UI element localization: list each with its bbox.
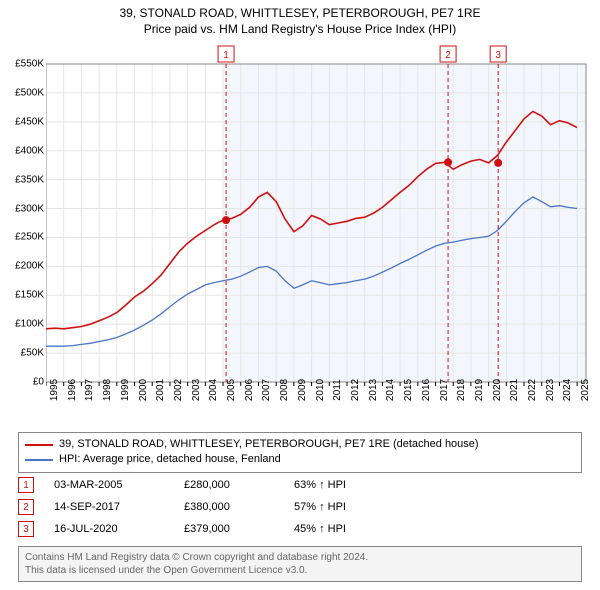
- y-tick-label: £550K: [15, 59, 44, 70]
- marker-pct-3: 45% ↑ HPI: [294, 523, 384, 535]
- marker-date-2: 14-SEP-2017: [54, 501, 164, 513]
- legend-row-hpi: HPI: Average price, detached house, Fenl…: [25, 452, 575, 467]
- y-tick-label: £250K: [15, 232, 44, 243]
- x-tick-label: 2022: [527, 379, 538, 401]
- x-tick-label: 2007: [261, 379, 272, 401]
- attribution-line1: Contains HM Land Registry data © Crown c…: [25, 551, 575, 564]
- x-tick-label: 2017: [439, 379, 450, 401]
- legend-label-property: 39, STONALD ROAD, WHITTLESEY, PETERBOROU…: [59, 437, 479, 452]
- marker-badge-2: 2: [18, 499, 34, 515]
- x-tick-label: 2014: [385, 379, 396, 401]
- svg-text:2: 2: [445, 50, 451, 61]
- y-tick-label: £450K: [15, 116, 44, 127]
- svg-text:3: 3: [495, 50, 501, 61]
- x-tick-label: 2001: [155, 379, 166, 401]
- y-tick-label: £500K: [15, 87, 44, 98]
- chart-svg: 1 2 3: [46, 44, 590, 414]
- marker-price-3: £379,000: [184, 523, 274, 535]
- marker-badge-1: 1: [18, 477, 34, 493]
- marker-pct-1: 63% ↑ HPI: [294, 479, 384, 491]
- x-tick-label: 2020: [492, 379, 503, 401]
- marker-row-1: 1 03-MAR-2005 £280,000 63% ↑ HPI: [18, 474, 582, 496]
- chart-area: 1 2 3: [46, 44, 590, 414]
- y-tick-label: £0: [33, 377, 44, 388]
- x-tick-label: 1999: [120, 379, 131, 401]
- marker-row-2: 2 14-SEP-2017 £380,000 57% ↑ HPI: [18, 496, 582, 518]
- x-tick-label: 2003: [191, 379, 202, 401]
- x-tick-label: 1995: [49, 379, 60, 401]
- x-tick-label: 2021: [509, 379, 520, 401]
- legend-swatch-hpi: [25, 459, 53, 461]
- x-tick-label: 2006: [244, 379, 255, 401]
- title-line2: Price paid vs. HM Land Registry's House …: [0, 22, 600, 38]
- x-tick-label: 2018: [456, 379, 467, 401]
- x-tick-label: 1998: [102, 379, 113, 401]
- x-tick-label: 2004: [208, 379, 219, 401]
- x-tick-label: 2024: [562, 379, 573, 401]
- y-tick-label: £50K: [21, 348, 44, 359]
- x-tick-label: 2002: [173, 379, 184, 401]
- marker-pct-2: 57% ↑ HPI: [294, 501, 384, 513]
- title-block: 39, STONALD ROAD, WHITTLESEY, PETERBOROU…: [0, 0, 600, 37]
- markers-table: 1 03-MAR-2005 £280,000 63% ↑ HPI 2 14-SE…: [18, 474, 582, 540]
- x-tick-label: 2009: [297, 379, 308, 401]
- svg-text:1: 1: [223, 50, 229, 61]
- x-tick-label: 2025: [580, 379, 591, 401]
- x-tick-label: 2023: [545, 379, 556, 401]
- marker-price-2: £380,000: [184, 501, 274, 513]
- x-tick-label: 1996: [67, 379, 78, 401]
- attribution-box: Contains HM Land Registry data © Crown c…: [18, 546, 582, 582]
- marker-date-3: 16-JUL-2020: [54, 523, 164, 535]
- y-tick-label: £200K: [15, 261, 44, 272]
- legend-label-hpi: HPI: Average price, detached house, Fenl…: [59, 452, 281, 467]
- x-tick-label: 2015: [403, 379, 414, 401]
- y-tick-label: £100K: [15, 319, 44, 330]
- marker-row-3: 3 16-JUL-2020 £379,000 45% ↑ HPI: [18, 518, 582, 540]
- x-tick-label: 2010: [315, 379, 326, 401]
- x-tick-label: 2008: [279, 379, 290, 401]
- x-tick-label: 2013: [368, 379, 379, 401]
- x-tick-label: 2000: [138, 379, 149, 401]
- legend-swatch-property: [25, 444, 53, 446]
- chart-container: 39, STONALD ROAD, WHITTLESEY, PETERBOROU…: [0, 0, 600, 590]
- y-tick-label: £350K: [15, 174, 44, 185]
- x-tick-label: 2011: [332, 379, 343, 401]
- y-tick-label: £300K: [15, 203, 44, 214]
- y-tick-label: £150K: [15, 290, 44, 301]
- title-line1: 39, STONALD ROAD, WHITTLESEY, PETERBOROU…: [0, 6, 600, 22]
- legend-box: 39, STONALD ROAD, WHITTLESEY, PETERBOROU…: [18, 432, 582, 473]
- attribution-line2: This data is licensed under the Open Gov…: [25, 564, 575, 577]
- y-tick-label: £400K: [15, 145, 44, 156]
- x-tick-label: 2016: [421, 379, 432, 401]
- x-tick-label: 2005: [226, 379, 237, 401]
- x-tick-label: 2012: [350, 379, 361, 401]
- x-tick-label: 1997: [84, 379, 95, 401]
- marker-date-1: 03-MAR-2005: [54, 479, 164, 491]
- marker-badge-3: 3: [18, 521, 34, 537]
- marker-price-1: £280,000: [184, 479, 274, 491]
- legend-row-property: 39, STONALD ROAD, WHITTLESEY, PETERBOROU…: [25, 437, 575, 452]
- x-tick-label: 2019: [474, 379, 485, 401]
